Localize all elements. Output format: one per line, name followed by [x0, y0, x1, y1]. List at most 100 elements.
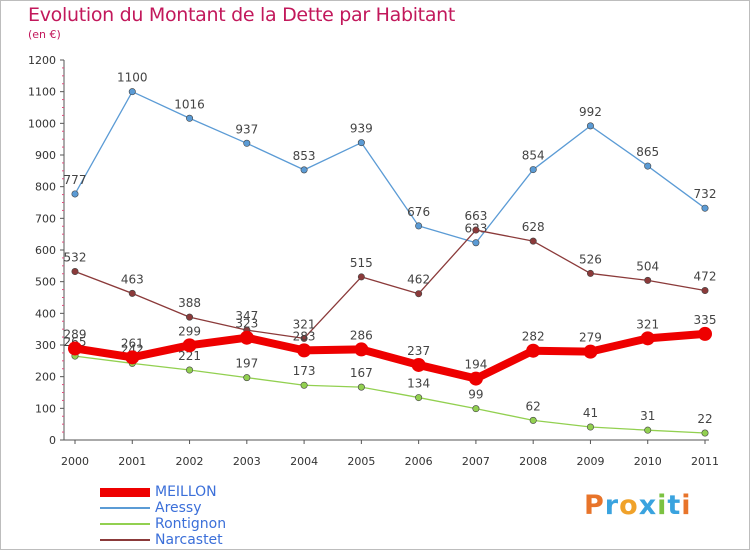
legend-item-rontignon: Rontignon: [100, 516, 300, 532]
point-rontignon: [472, 405, 480, 413]
point-meillon: [297, 343, 312, 358]
x-tick-label: 2001: [118, 455, 146, 468]
data-label-meillon: 237: [407, 344, 430, 358]
data-label-meillon: 323: [235, 317, 258, 331]
data-label-narcastet: 504: [636, 259, 659, 273]
logo-letter: i: [681, 490, 692, 521]
point-aressy: [701, 204, 709, 212]
y-tick-label: 200: [35, 371, 56, 384]
point-narcastet: [357, 273, 365, 281]
y-tick-label: 1100: [28, 86, 56, 99]
data-label-meillon: 194: [464, 358, 487, 372]
data-label-rontignon: 173: [293, 364, 316, 378]
data-label-narcastet: 388: [178, 296, 201, 310]
logo-letter: i: [657, 490, 668, 521]
point-narcastet: [71, 268, 79, 276]
y-tick-label: 1200: [28, 54, 56, 67]
data-label-narcastet: 515: [350, 256, 373, 270]
point-meillon: [411, 357, 426, 372]
legend-swatch: [100, 488, 150, 497]
point-meillon: [698, 326, 712, 341]
x-tick-label: 2006: [405, 455, 433, 468]
x-tick-label: 2008: [519, 455, 547, 468]
legend-swatch: [100, 507, 150, 509]
data-label-narcastet: 628: [522, 220, 545, 234]
y-tick-label: 500: [35, 276, 56, 289]
data-label-aressy: 676: [407, 205, 430, 219]
logo-letter: r: [604, 490, 620, 521]
data-label-aressy: 939: [350, 122, 373, 136]
point-aressy: [472, 239, 480, 247]
point-aressy: [529, 166, 537, 174]
legend-item-meillon: MEILLON: [100, 484, 300, 500]
point-aressy: [186, 114, 194, 122]
data-label-meillon: 286: [350, 328, 373, 342]
data-label-narcastet: 462: [407, 273, 430, 287]
legend-label: MEILLON: [155, 484, 217, 500]
data-label-meillon: 335: [694, 313, 717, 327]
point-aressy: [644, 162, 652, 170]
data-label-narcastet: 347: [235, 309, 258, 323]
data-label-aressy: 732: [694, 187, 717, 201]
point-narcastet: [128, 289, 136, 297]
point-narcastet: [472, 226, 480, 234]
y-tick-label: 1000: [28, 117, 56, 130]
data-label-narcastet: 321: [293, 317, 316, 331]
y-tick-label: 600: [35, 244, 56, 257]
x-tick-label: 2004: [290, 455, 318, 468]
chart-unit: (en €): [28, 28, 61, 41]
point-rontignon: [357, 383, 365, 391]
data-label-aressy: 854: [522, 149, 545, 163]
point-narcastet: [186, 313, 194, 321]
x-tick-label: 2000: [61, 455, 89, 468]
point-rontignon: [529, 416, 537, 424]
x-tick-label: 2007: [462, 455, 490, 468]
legend-item-narcastet: Narcastet: [100, 532, 300, 548]
y-tick-label: 300: [35, 339, 56, 352]
y-tick-label: 700: [35, 212, 56, 225]
data-label-aressy: 937: [235, 122, 258, 136]
point-rontignon: [415, 394, 423, 402]
point-narcastet: [300, 334, 308, 342]
x-tick-label: 2003: [233, 455, 261, 468]
point-rontignon: [644, 426, 652, 434]
data-label-aressy: 777: [64, 173, 87, 187]
point-meillon: [468, 371, 483, 386]
data-label-aressy: 853: [293, 149, 316, 163]
data-label-meillon: 321: [636, 317, 659, 331]
point-meillon: [640, 331, 655, 346]
series-line-narcastet: [74, 229, 706, 340]
point-meillon: [354, 342, 369, 357]
point-rontignon: [300, 381, 308, 389]
point-rontignon: [186, 366, 194, 374]
point-aressy: [243, 139, 251, 147]
data-label-narcastet: 526: [579, 252, 602, 266]
point-narcastet: [415, 290, 423, 298]
data-label-meillon: 282: [522, 330, 545, 344]
proxiti-logo: Proxiti: [584, 490, 692, 521]
legend-label: Rontignon: [155, 516, 227, 532]
point-meillon: [125, 350, 140, 365]
point-meillon: [583, 344, 598, 359]
data-label-aressy: 992: [579, 105, 602, 119]
point-aressy: [586, 122, 594, 130]
x-tick-label: 2002: [176, 455, 204, 468]
point-narcastet: [644, 276, 652, 284]
point-narcastet: [529, 237, 537, 245]
data-label-rontignon: 197: [235, 357, 258, 371]
data-label-aressy: 1100: [117, 71, 148, 85]
point-rontignon: [243, 374, 251, 382]
point-rontignon: [586, 423, 594, 431]
data-label-rontignon: 134: [407, 377, 430, 391]
y-tick-label: 400: [35, 307, 56, 320]
point-aressy: [357, 139, 365, 147]
point-meillon: [68, 341, 82, 356]
x-tick-label: 2005: [347, 455, 375, 468]
y-tick-label: 800: [35, 181, 56, 194]
y-tick-label: 100: [35, 402, 56, 415]
point-aressy: [128, 88, 136, 96]
legend-swatch: [100, 539, 150, 541]
point-rontignon: [701, 429, 709, 437]
legend-item-aressy: Aressy: [100, 500, 300, 516]
data-label-rontignon: 99: [468, 388, 483, 402]
